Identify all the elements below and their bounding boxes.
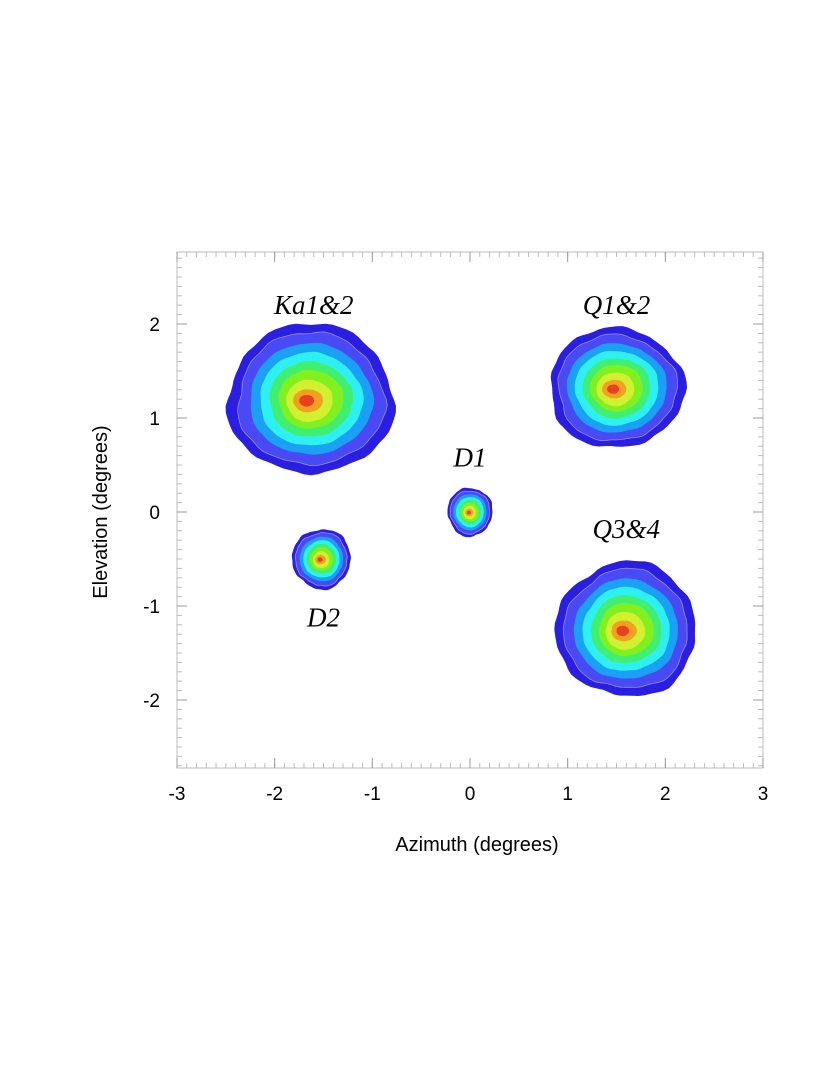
y-axis-title: Elevation (degrees)	[90, 425, 112, 598]
contour-level-9	[299, 395, 315, 407]
beam-contour-2	[550, 326, 687, 447]
x-tick-label: -1	[364, 784, 381, 805]
x-tick-label: -2	[266, 784, 283, 805]
contour-level-9	[317, 557, 323, 562]
x-tick-label: -3	[169, 784, 186, 805]
y-tick-label: 1	[149, 409, 160, 430]
y-tick-label: 0	[149, 503, 160, 524]
y-tick-label: -1	[143, 597, 160, 618]
x-axis-title: Azimuth (degrees)	[395, 834, 558, 856]
x-tick-label: 0	[465, 784, 476, 805]
minor-ticks	[177, 252, 763, 768]
x-tick-label: 3	[758, 784, 769, 805]
beam-label: Q3&4	[593, 514, 661, 544]
y-axis: -2 -1 0 1 2	[143, 315, 763, 712]
beam-label: Q1&2	[583, 290, 651, 320]
beam-label: D2	[306, 602, 340, 632]
beam-label: D1	[453, 442, 487, 472]
contour-level-9	[616, 625, 630, 637]
y-tick-label: 2	[149, 315, 160, 336]
beams-layer	[225, 323, 696, 696]
beam-contour-4	[291, 529, 351, 591]
x-axis: -3 -2 -1 0 1 2 3	[169, 252, 769, 805]
beam-contour-1	[225, 323, 396, 476]
y-tick-label: -2	[143, 691, 160, 712]
beam-labels: Ka1&2 Q1&2 D1 D2 Q3&4	[273, 290, 660, 632]
contour-level-9	[466, 510, 471, 515]
beam-contour-5	[554, 560, 696, 696]
beam-label: Ka1&2	[273, 290, 354, 320]
contour-level-9	[607, 384, 620, 394]
x-tick-label: 2	[660, 784, 671, 805]
x-tick-label: 1	[562, 784, 573, 805]
beam-contour-3	[447, 487, 493, 538]
